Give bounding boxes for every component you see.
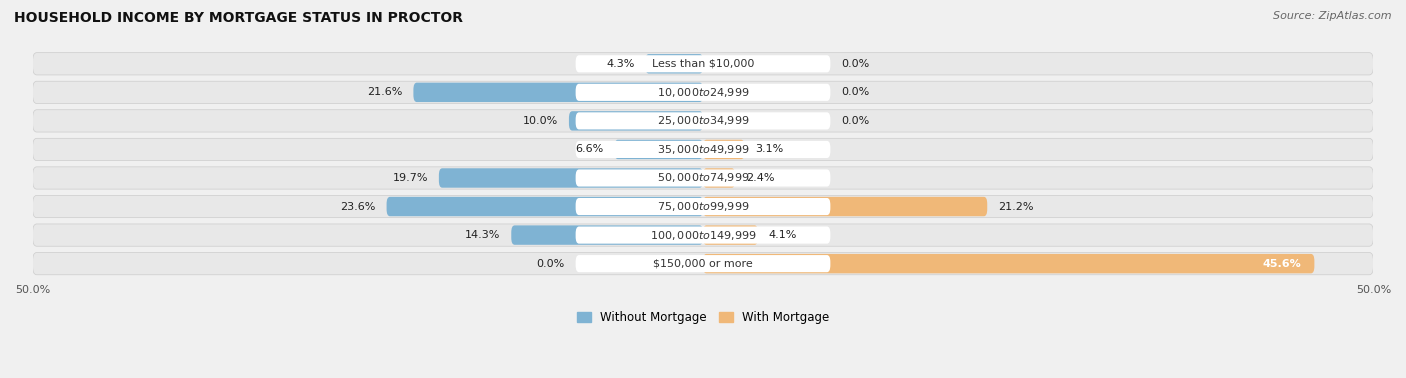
Text: $50,000 to $74,999: $50,000 to $74,999 bbox=[657, 172, 749, 184]
FancyBboxPatch shape bbox=[703, 140, 745, 159]
FancyBboxPatch shape bbox=[703, 168, 735, 188]
FancyBboxPatch shape bbox=[439, 168, 703, 188]
Text: 4.3%: 4.3% bbox=[606, 59, 634, 69]
FancyBboxPatch shape bbox=[569, 111, 703, 130]
FancyBboxPatch shape bbox=[703, 197, 987, 216]
Text: 0.0%: 0.0% bbox=[537, 259, 565, 269]
FancyBboxPatch shape bbox=[575, 112, 831, 129]
Text: 0.0%: 0.0% bbox=[841, 59, 869, 69]
Text: 21.6%: 21.6% bbox=[367, 87, 402, 98]
Text: 0.0%: 0.0% bbox=[841, 116, 869, 126]
FancyBboxPatch shape bbox=[575, 255, 831, 272]
Text: 0.0%: 0.0% bbox=[841, 87, 869, 98]
Text: $25,000 to $34,999: $25,000 to $34,999 bbox=[657, 115, 749, 127]
FancyBboxPatch shape bbox=[575, 226, 831, 244]
Legend: Without Mortgage, With Mortgage: Without Mortgage, With Mortgage bbox=[572, 306, 834, 328]
FancyBboxPatch shape bbox=[387, 197, 703, 216]
FancyBboxPatch shape bbox=[32, 224, 1374, 246]
FancyBboxPatch shape bbox=[575, 84, 831, 101]
Text: 6.6%: 6.6% bbox=[575, 144, 603, 155]
FancyBboxPatch shape bbox=[575, 55, 831, 72]
Text: 14.3%: 14.3% bbox=[465, 230, 501, 240]
Text: Less than $10,000: Less than $10,000 bbox=[652, 59, 754, 69]
Text: 3.1%: 3.1% bbox=[755, 144, 783, 155]
Text: HOUSEHOLD INCOME BY MORTGAGE STATUS IN PROCTOR: HOUSEHOLD INCOME BY MORTGAGE STATUS IN P… bbox=[14, 11, 463, 25]
Text: 10.0%: 10.0% bbox=[523, 116, 558, 126]
Text: $100,000 to $149,999: $100,000 to $149,999 bbox=[650, 229, 756, 242]
Text: 19.7%: 19.7% bbox=[392, 173, 429, 183]
FancyBboxPatch shape bbox=[575, 169, 831, 187]
FancyBboxPatch shape bbox=[32, 195, 1374, 218]
FancyBboxPatch shape bbox=[614, 140, 703, 159]
Text: 23.6%: 23.6% bbox=[340, 201, 375, 212]
FancyBboxPatch shape bbox=[32, 167, 1374, 189]
FancyBboxPatch shape bbox=[413, 83, 703, 102]
FancyBboxPatch shape bbox=[575, 198, 831, 215]
FancyBboxPatch shape bbox=[512, 225, 703, 245]
Text: $75,000 to $99,999: $75,000 to $99,999 bbox=[657, 200, 749, 213]
FancyBboxPatch shape bbox=[32, 253, 1374, 275]
Text: 2.4%: 2.4% bbox=[747, 173, 775, 183]
FancyBboxPatch shape bbox=[703, 225, 758, 245]
Text: $35,000 to $49,999: $35,000 to $49,999 bbox=[657, 143, 749, 156]
FancyBboxPatch shape bbox=[32, 81, 1374, 104]
FancyBboxPatch shape bbox=[645, 54, 703, 73]
Text: $10,000 to $24,999: $10,000 to $24,999 bbox=[657, 86, 749, 99]
Text: 45.6%: 45.6% bbox=[1263, 259, 1301, 269]
FancyBboxPatch shape bbox=[32, 110, 1374, 132]
Text: $150,000 or more: $150,000 or more bbox=[654, 259, 752, 269]
FancyBboxPatch shape bbox=[703, 254, 1315, 273]
Text: Source: ZipAtlas.com: Source: ZipAtlas.com bbox=[1274, 11, 1392, 21]
Text: 4.1%: 4.1% bbox=[769, 230, 797, 240]
FancyBboxPatch shape bbox=[575, 141, 831, 158]
Text: 21.2%: 21.2% bbox=[998, 201, 1033, 212]
FancyBboxPatch shape bbox=[32, 53, 1374, 75]
FancyBboxPatch shape bbox=[32, 138, 1374, 161]
